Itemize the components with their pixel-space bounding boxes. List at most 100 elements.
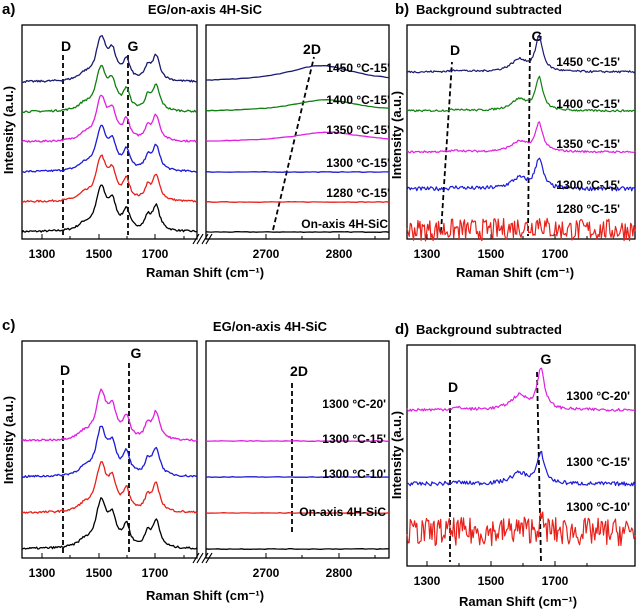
panel-a-label-1350: 1350 °C-15'	[326, 123, 390, 137]
panel-b-curves-sub-1450-c-15	[406, 34, 636, 74]
panel-d-xlabel: Raman Shift (cm⁻¹)	[459, 594, 577, 609]
panel-c-markers	[62, 363, 293, 553]
panel-c-label-15: 1300 °C-15'	[322, 432, 386, 446]
panel-a-ylabel: Intensity (a.u.)	[1, 86, 16, 174]
panel-a-letter: a)	[2, 1, 15, 18]
panel-d-curves-sub-1300-c-10	[406, 511, 636, 547]
panel-b-label-1400: 1400 °C-15'	[556, 97, 620, 111]
panel-a-xtick-1300: 1300	[29, 247, 56, 261]
panel-a-d-marker: D	[61, 38, 71, 54]
panel-b-xlabel: Raman Shift (cm⁻¹)	[456, 265, 574, 280]
panel-d-label-10: 1300 °C-10'	[566, 500, 630, 514]
panel-a: a) EG/on-axis 4H-SiC Intensity (a.u.) 13…	[1, 1, 390, 280]
panel-d-curves	[406, 367, 636, 547]
panel-a-2d-line	[272, 56, 315, 231]
panel-b-g-marker: G	[532, 28, 543, 44]
panel-c-xlabel: Raman Shift (cm⁻¹)	[146, 588, 264, 603]
panel-c-2d-marker: 2D	[290, 363, 308, 379]
panel-b-curves-sub-1300-c-15	[406, 157, 636, 192]
panel-a-xlabel: Raman Shift (cm⁻¹)	[146, 265, 264, 280]
panel-c-frame-right	[205, 340, 390, 559]
panel-b: b) Background subtracted Intensity (a.u.…	[389, 1, 636, 280]
panel-b-label-1350: 1350 °C-15'	[556, 137, 620, 151]
panel-d-xtick-1700: 1700	[542, 574, 569, 588]
panel-a-curves-2d-1280-c-15	[205, 201, 390, 203]
panel-d-g-marker: G	[541, 351, 552, 367]
panel-a-curves	[21, 35, 390, 233]
panel-a-curves-raw-1400-c-15	[22, 64, 198, 114]
panel-b-xtick-1500: 1500	[478, 247, 505, 261]
panel-d-label-15: 1300 °C-15'	[566, 455, 630, 469]
panel-a-series-labels: 1450 °C-15' 1400 °C-15' 1350 °C-15' 1300…	[301, 61, 390, 231]
panel-b-d-line	[440, 61, 453, 233]
panel-c-g-marker: G	[131, 345, 142, 361]
panel-c-curves-2d-1300-c-10	[205, 512, 390, 514]
panel-d-d-marker: D	[448, 379, 458, 395]
panel-a-curves-2d-1450-c-15	[205, 64, 390, 81]
panel-c-title: EG/on-axis 4H-SiC	[213, 319, 328, 334]
panel-d-title: Background subtracted	[416, 322, 562, 337]
panel-c: c) EG/on-axis 4H-SiC Intensity (a.u.) 13…	[1, 317, 390, 603]
panel-d-letter: d)	[395, 321, 409, 338]
panel-c-curves	[21, 388, 390, 550]
panel-c-frame-left	[21, 340, 198, 559]
panel-a-curves-raw-1300-c-15	[21, 124, 198, 174]
panel-a-markers	[62, 55, 315, 235]
panel-b-ylabel: Intensity (a.u.)	[389, 91, 404, 179]
panel-a-curves-2d-1300-c-15	[206, 171, 389, 173]
panel-a-frame-right	[205, 24, 390, 240]
panel-c-letter: c)	[2, 317, 15, 334]
panel-a-xticks	[41, 234, 376, 239]
panel-d-ylabel: Intensity (a.u.)	[389, 411, 404, 499]
panel-a-curves-raw-on-axis-4h-sic	[21, 184, 198, 233]
panel-c-xtick-2700: 2700	[253, 566, 280, 580]
panel-d-curves-sub-1300-c-20	[406, 367, 636, 412]
panel-a-label-1450: 1450 °C-15'	[326, 61, 390, 75]
panel-c-curves-raw-1300-c-15	[21, 425, 198, 478]
panel-c-ylabel: Intensity (a.u.)	[1, 396, 16, 484]
panel-b-d-marker: D	[450, 42, 460, 58]
panel-b-label-1300: 1300 °C-15'	[556, 178, 620, 192]
panel-a-g-marker: G	[128, 38, 139, 54]
panel-a-xtick-1700: 1700	[142, 247, 169, 261]
panel-b-markers	[440, 41, 531, 237]
panel-b-letter: b)	[395, 1, 409, 18]
panel-c-curves-raw-on-axis-4h-sic	[21, 497, 198, 550]
panel-a-label-1400: 1400 °C-15'	[326, 93, 390, 107]
panel-d-xticks	[426, 561, 588, 566]
panel-d-label-20: 1300 °C-20'	[566, 389, 630, 403]
panel-a-xtick-2700: 2700	[253, 247, 280, 261]
panel-c-curves-2d-on-axis-4h-sic	[205, 548, 390, 550]
panel-b-curves-sub-1280-c-15	[406, 217, 636, 242]
panel-a-curves-raw-1280-c-15	[21, 154, 198, 203]
panel-a-label-1280: 1280 °C-15'	[326, 186, 390, 200]
panel-c-curves-raw-1300-c-20	[21, 388, 198, 442]
panel-c-d-marker: D	[60, 362, 70, 378]
panel-b-frame	[406, 24, 636, 240]
panel-a-curves-2d-1350-c-15	[205, 131, 390, 142]
panel-a-break-marks	[192, 233, 213, 245]
panel-b-xtick-1700: 1700	[542, 247, 569, 261]
panel-d-curves-sub-1300-c-15	[406, 450, 636, 487]
panel-b-label-1280: 1280 °C-15'	[556, 202, 620, 216]
panel-b-label-1450: 1450 °C-15'	[556, 55, 620, 69]
panel-a-curves-raw-1350-c-15	[21, 94, 198, 143]
panel-c-xtick-1700: 1700	[142, 566, 169, 580]
panel-a-xtick-2800: 2800	[326, 247, 353, 261]
panel-b-curves-sub-1350-c-15	[406, 121, 636, 154]
panel-b-xtick-1300: 1300	[414, 247, 441, 261]
panel-a-frame-left	[21, 24, 198, 240]
panel-b-title: Background subtracted	[416, 2, 562, 17]
panel-a-title: EG/on-axis 4H-SiC	[148, 2, 263, 17]
panel-c-curves-2d-1300-c-15	[205, 476, 390, 478]
panel-a-label-onaxis: On-axis 4H-SiC	[301, 217, 388, 231]
panel-c-label-20: 1300 °C-20'	[322, 397, 386, 411]
panel-c-curves-raw-1300-c-10	[21, 461, 198, 514]
panel-d-xtick-1300: 1300	[414, 574, 441, 588]
panel-a-curves-2d-1400-c-15	[205, 99, 390, 112]
panel-c-xticks	[41, 553, 376, 558]
panel-b-g-line	[527, 41, 531, 237]
panel-d-frame	[406, 344, 636, 567]
panel-a-curves-raw-1450-c-15	[21, 35, 198, 84]
panel-c-xtick-1500: 1500	[86, 566, 113, 580]
